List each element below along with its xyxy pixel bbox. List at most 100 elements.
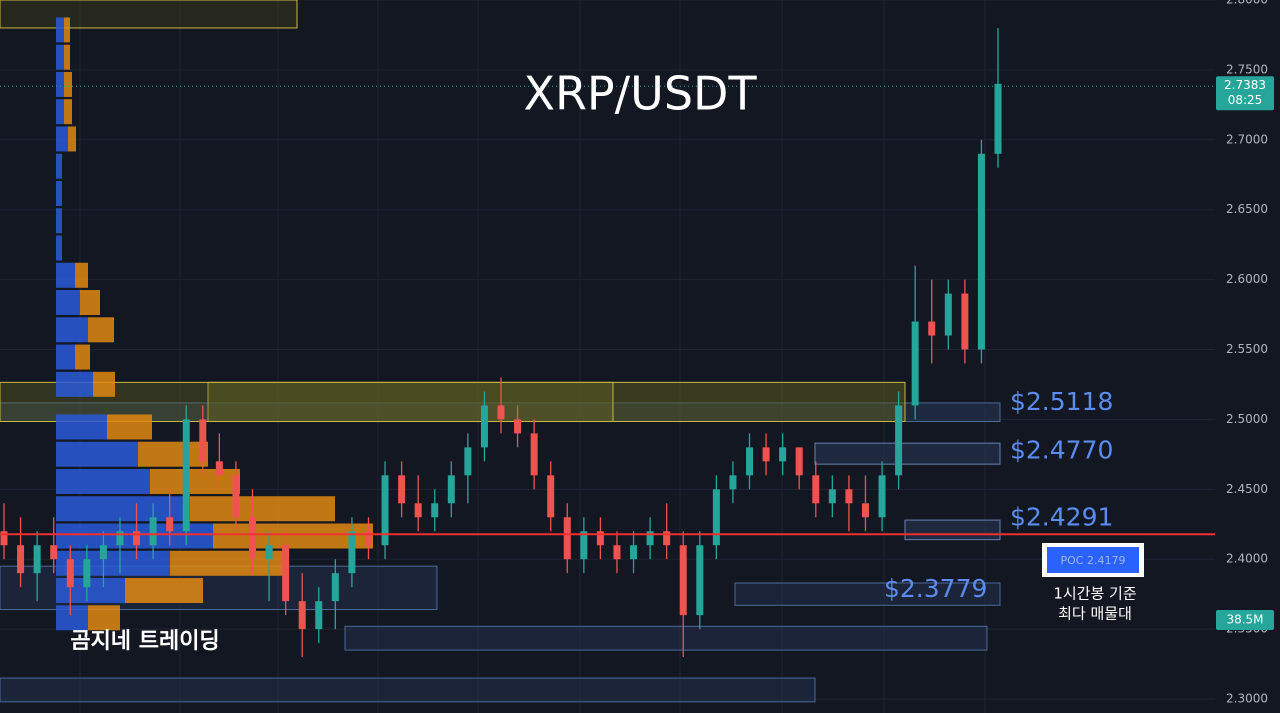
zone <box>814 442 1001 465</box>
profile-sell <box>93 371 115 397</box>
profile-buy <box>56 550 170 576</box>
volume-tag <box>1216 610 1274 630</box>
level-label: $2.3779 <box>884 574 987 603</box>
candle-body <box>66 559 74 588</box>
candle-body <box>861 503 869 518</box>
candle-body <box>994 83 1002 154</box>
profile-buy <box>56 441 138 467</box>
candle-body <box>381 475 389 546</box>
level-label: $2.4291 <box>1010 503 1113 532</box>
candle-body <box>646 531 654 546</box>
profile-buy <box>56 290 80 316</box>
zone <box>734 582 1001 606</box>
profile-buy <box>56 180 62 206</box>
candle-body <box>166 517 174 532</box>
candle-body <box>0 531 8 546</box>
zone <box>0 0 298 29</box>
candle-body <box>282 545 290 602</box>
level-label: $2.5118 <box>1010 387 1113 416</box>
profile-sell <box>88 605 120 631</box>
profile-buy <box>56 371 93 397</box>
volume-label: 38.5M <box>1226 613 1263 627</box>
candle-body <box>895 405 903 476</box>
profile-buy <box>56 235 62 261</box>
y-tick-label: 2.6500 <box>1226 202 1268 216</box>
candle-body <box>961 293 969 350</box>
profile-buy <box>56 99 64 125</box>
profile-buy <box>56 578 125 604</box>
y-tick-label: 2.4000 <box>1226 552 1268 566</box>
candle-body <box>447 475 455 504</box>
profile-sell <box>107 414 152 440</box>
y-tick-label: 2.8000 <box>1226 0 1268 7</box>
profile-sell <box>213 523 373 549</box>
profile-sell <box>64 71 72 97</box>
candle-body <box>580 531 588 560</box>
poc-box-inner <box>1047 547 1139 573</box>
y-tick-label: 2.7000 <box>1226 132 1268 146</box>
y-tick-label: 2.4500 <box>1226 482 1268 496</box>
chart-title: XRP/USDT <box>523 67 757 121</box>
candle-body <box>746 447 753 476</box>
profile-buy <box>56 317 88 343</box>
poc-note: 1시간봉 기준 <box>1053 585 1137 603</box>
last-price-label: 2.7383 <box>1224 78 1266 92</box>
candle-body <box>431 503 439 518</box>
profile-buy <box>56 262 75 288</box>
candle-body <box>182 419 190 532</box>
profile-buy <box>56 126 68 152</box>
profile-buy <box>56 208 62 234</box>
last-price-tag <box>1216 76 1274 111</box>
profile-sell <box>150 468 240 494</box>
profile-sell <box>88 317 114 343</box>
profile-buy <box>56 153 62 179</box>
profile-buy <box>56 414 107 440</box>
candle-body <box>17 545 25 574</box>
y-tick-label: 2.3000 <box>1226 692 1268 706</box>
profile-sell <box>138 441 208 467</box>
countdown: 08:25 <box>1228 93 1263 107</box>
candle-body <box>199 419 207 462</box>
profile-buy <box>56 605 88 631</box>
profile-buy <box>56 468 150 494</box>
candle-body <box>613 545 621 560</box>
poc-label: POC 2.4179 <box>1061 554 1126 567</box>
profile-sell <box>64 99 72 125</box>
candle-body <box>977 153 985 350</box>
profile-buy <box>56 344 75 370</box>
profile-sell <box>75 262 88 288</box>
candle-body <box>563 517 571 560</box>
candle-body <box>133 531 141 546</box>
y-tick-label: 2.5500 <box>1226 342 1268 356</box>
candle-body <box>712 489 720 546</box>
candle-body <box>99 545 107 560</box>
candle-body <box>596 531 604 546</box>
profile-sell <box>80 290 100 316</box>
candle-body <box>331 573 339 602</box>
profile-sell <box>190 496 335 522</box>
candle-body <box>414 503 422 518</box>
zone <box>344 625 988 651</box>
candle-body <box>878 475 886 518</box>
y-tick-label: 2.7500 <box>1226 62 1268 76</box>
candle-body <box>679 545 687 616</box>
candle-body <box>928 321 936 336</box>
watermark: 곰지네 트레이딩 <box>70 629 219 654</box>
candle-body <box>33 545 41 574</box>
candle-body <box>348 531 356 574</box>
zone <box>904 519 1001 541</box>
candle-body <box>298 601 306 630</box>
profile-buy <box>56 71 64 97</box>
profile-sell <box>64 17 70 43</box>
candle-body <box>497 405 505 420</box>
profile-buy <box>56 17 64 43</box>
candle-body <box>547 475 555 518</box>
candle-body <box>514 419 522 434</box>
poc-note: 최다 매물대 <box>1058 605 1132 623</box>
profile-sell <box>68 126 76 152</box>
candle-body <box>398 475 406 504</box>
candle-body <box>315 601 323 630</box>
candle-body <box>779 447 787 462</box>
